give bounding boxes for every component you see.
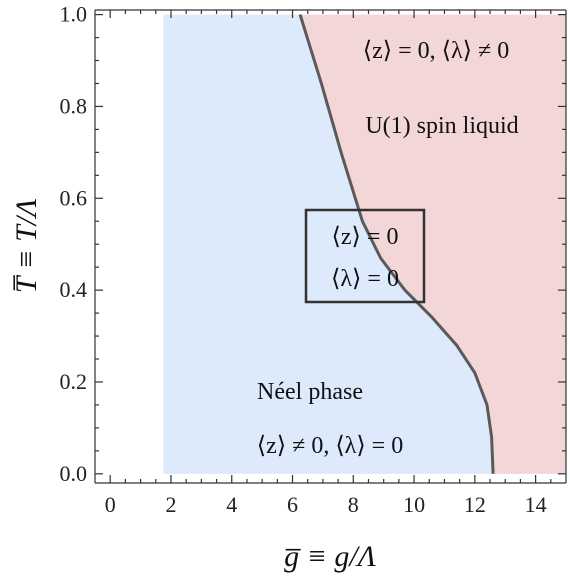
neel-annotations: Néel phase ⟨z⟩ ≠ 0, ⟨λ⟩ = 0 xyxy=(257,379,403,459)
critical-annotation-box: ⟨z⟩ = 0 ⟨λ⟩ = 0 xyxy=(304,208,426,304)
x-tick-label: 14 xyxy=(525,492,547,517)
neel-name-label: Néel phase xyxy=(257,379,363,405)
x-tick-label: 12 xyxy=(464,492,486,517)
spin-liquid-order-label: ⟨z⟩ = 0, ⟨λ⟩ ≠ 0 xyxy=(363,38,509,64)
y-tick-label: 0.8 xyxy=(60,93,88,118)
y-axis-title: T̅ ≡ T/Λ xyxy=(10,199,43,294)
annotation-frame xyxy=(304,208,426,304)
neel-order-label: ⟨z⟩ ≠ 0, ⟨λ⟩ = 0 xyxy=(257,433,403,459)
critical-line-2-label: ⟨λ⟩ = 0 xyxy=(331,266,399,292)
y-tick-label: 0.2 xyxy=(60,369,88,394)
plot-axes: 0 2 4 6 8 10 12 14 0.0 0.2 0.4 0.6 0.8 1.0 xyxy=(60,2,567,517)
x-axis-title: g̅ ≡ g/Λ xyxy=(284,540,376,573)
x-tick-label: 4 xyxy=(226,492,237,517)
spin-liquid-name-label: U(1) spin liquid xyxy=(365,113,518,139)
y-tick-label: 0.0 xyxy=(60,461,88,486)
phase-boundary-line xyxy=(298,14,495,474)
x-tick-label: 8 xyxy=(348,492,359,517)
critical-line-1-label: ⟨z⟩ = 0 xyxy=(332,224,399,250)
neel-phase-region xyxy=(163,14,494,474)
y-tick-label: 0.4 xyxy=(60,277,88,302)
x-tick-label: 0 xyxy=(105,492,116,517)
spin-liquid-annotations: ⟨z⟩ = 0, ⟨λ⟩ ≠ 0 U(1) spin liquid xyxy=(363,38,519,139)
spin-liquid-region xyxy=(300,14,566,474)
phase-regions xyxy=(163,14,566,474)
x-tick-label: 2 xyxy=(165,492,176,517)
x-tick-label: 6 xyxy=(287,492,298,517)
x-tick-label: 10 xyxy=(403,492,425,517)
y-tick-label: 0.6 xyxy=(60,185,88,210)
y-tick-label: 1.0 xyxy=(60,2,88,27)
